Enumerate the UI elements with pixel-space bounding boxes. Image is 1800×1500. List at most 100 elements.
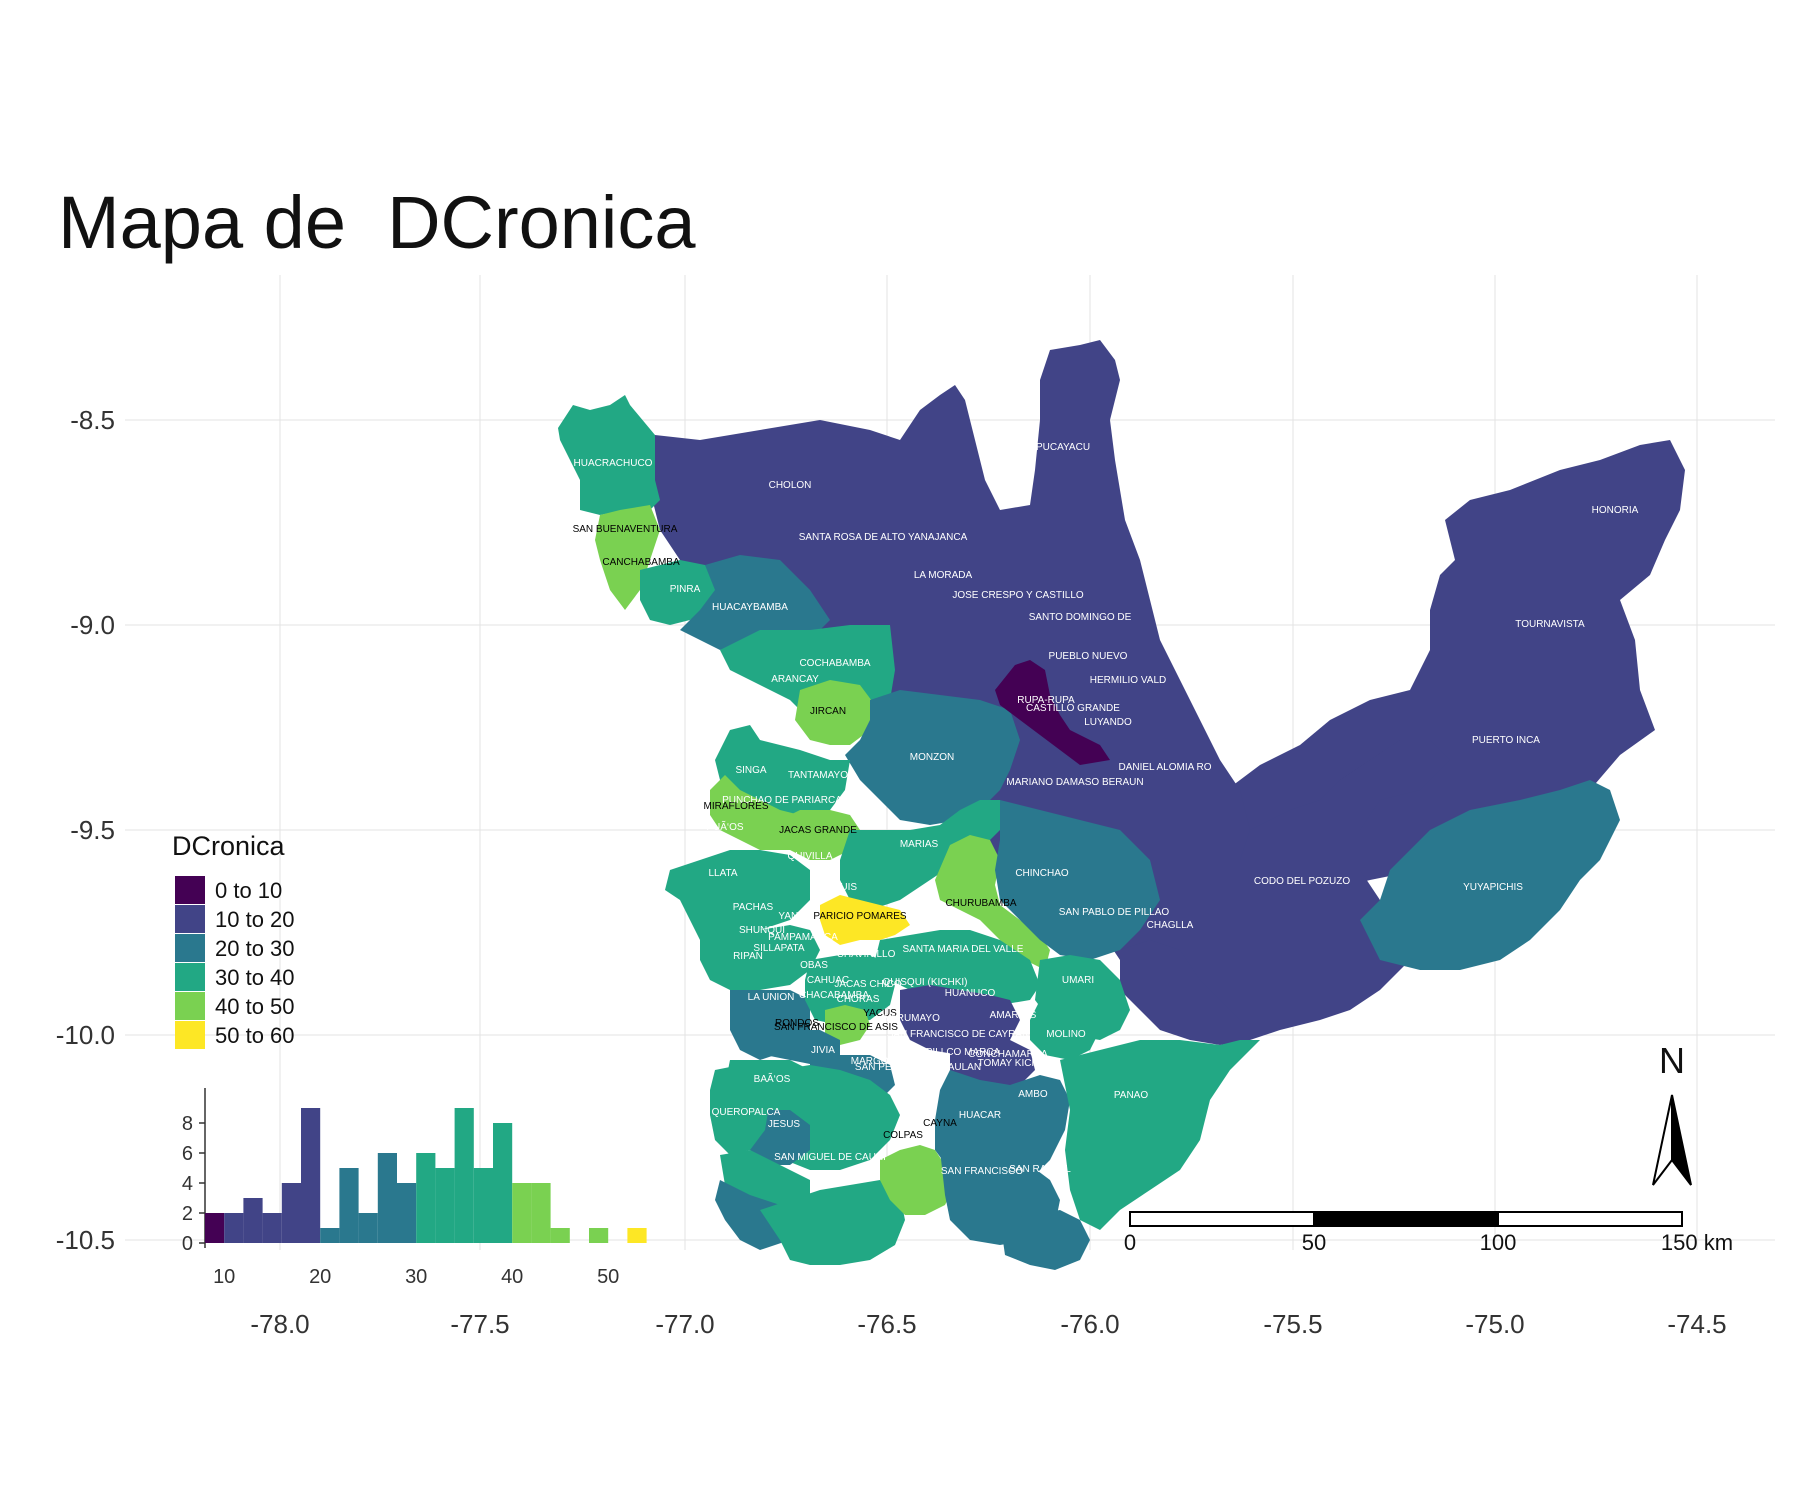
- district-marias: [840, 800, 1010, 910]
- district-llata: [665, 850, 810, 950]
- district-label: MARIANO DAMASO BERAUN: [1006, 777, 1143, 788]
- district-label: PUÃ‘OS: [706, 820, 744, 833]
- district-label: JOSE CRESPO Y CASTILLO: [952, 590, 1084, 601]
- district-label: HUACAYBAMBA: [712, 602, 788, 613]
- district-label: PINRA: [670, 584, 701, 595]
- district-label: PACHAS: [733, 902, 774, 913]
- histogram-bar: [589, 1228, 609, 1243]
- x-tick-label: -76.0: [1060, 1309, 1119, 1339]
- x-tick-label: -76.5: [857, 1309, 916, 1339]
- histogram-bar: [339, 1168, 359, 1243]
- histogram-bars: [205, 1108, 647, 1243]
- histogram-y-tick-label: 2: [182, 1203, 193, 1225]
- district-label: CHOLON: [769, 480, 812, 491]
- legend-label: 50 to 60: [215, 1023, 295, 1048]
- district-paricio-pomares: [820, 895, 910, 945]
- district-rondos: [760, 1030, 840, 1065]
- district-label: TOMAY KICHWA: [978, 1058, 1055, 1069]
- district-jircan: [795, 680, 875, 745]
- district-santa-maria-del-valle: [875, 930, 1040, 1005]
- histogram-bar: [550, 1228, 570, 1243]
- district-pillco-marca: [950, 1035, 1035, 1090]
- histogram-bar: [224, 1213, 244, 1243]
- north-arrow-left-icon: [1652, 1094, 1673, 1186]
- district-label: MOLINO: [1046, 1029, 1086, 1040]
- histogram-bar: [205, 1213, 225, 1243]
- legend-label: 30 to 40: [215, 965, 295, 990]
- scale-bar-seg-0: [1129, 1211, 1315, 1227]
- page-title: Mapa de DCronica: [58, 181, 696, 264]
- legend-swatch-4: [175, 992, 205, 1020]
- histogram-y-tick-label: 4: [182, 1173, 193, 1195]
- district-label: CHUQUIS: [811, 882, 857, 893]
- legend-swatch-1: [175, 905, 205, 933]
- district-san-miguel-de-cauri: [760, 1180, 905, 1265]
- district-label: BAÃ‘OS: [754, 1072, 791, 1085]
- district-yacus: [825, 1005, 870, 1045]
- district-label: HUACRACHUCO: [574, 458, 653, 469]
- district-yuyapichis: [1360, 780, 1620, 970]
- district-label: CHAVINILLO: [837, 949, 896, 960]
- district-label: PUEBLO NUEVO: [1049, 651, 1128, 662]
- district-label: CHAGLLA: [1147, 920, 1194, 931]
- district-label: PUNCHAO DE PARIARCA: [722, 795, 842, 806]
- district-label: AMARILIS: [990, 1010, 1037, 1021]
- district-molino: [1030, 1000, 1100, 1060]
- district-label: HUACAR: [959, 1110, 1001, 1121]
- district-label: MARGOS: [851, 1056, 896, 1067]
- x-tick-label: -77.0: [655, 1309, 714, 1339]
- district-label: TANTAMAYO: [788, 770, 848, 781]
- map-x-axis: -78.0 -77.5 -77.0 -76.5 -76.0 -75.5 -75.…: [250, 1309, 1726, 1339]
- histogram-y-tick-label: 0: [182, 1233, 193, 1255]
- district-label: RUPA-RUPA: [1017, 695, 1075, 706]
- district-label: PARICIO POMARES: [813, 911, 906, 922]
- district-label: CASTILLO GRANDE: [1026, 703, 1120, 714]
- district-label: JACAS CHICO: [834, 979, 901, 990]
- histogram-bar: [435, 1168, 455, 1243]
- histogram-bar: [262, 1213, 282, 1243]
- district-chaglla: [1120, 940, 1250, 1045]
- district-label: CANCHABAMBA: [602, 557, 680, 568]
- y-tick-label: -10.0: [56, 1020, 115, 1050]
- district-label: SAN PEDRO DE CHAULAN: [855, 1062, 981, 1073]
- histogram-bar: [493, 1123, 513, 1243]
- district-label: PILLCO MARCA: [926, 1047, 1001, 1058]
- histogram-x-tick-label: 30: [405, 1266, 427, 1288]
- district-label: SAN FRANCISCO DE CAYRAN: [887, 1029, 1030, 1040]
- histogram-inset: 0 2 4 6 8 10 20 30 40 50: [182, 1088, 647, 1288]
- district-label: PAMPAMARCA: [768, 932, 838, 943]
- district-label: QUIVILLA: [787, 851, 832, 862]
- legend-label: 40 to 50: [215, 994, 295, 1019]
- district-label: HERMILIO VALD: [1090, 675, 1167, 686]
- legend-swatch-5: [175, 1021, 205, 1049]
- district-chavinillo: [805, 955, 895, 1025]
- x-tick-label: -74.5: [1667, 1309, 1726, 1339]
- district-jacas-grande: [780, 810, 860, 860]
- district-label: SAN MIGUEL DE CAURI: [774, 1152, 886, 1163]
- district-huacaybamba: [680, 555, 830, 650]
- scale-bar: 0 50 100 150 km: [1124, 1211, 1733, 1255]
- district-label: CAHUAC: [807, 975, 849, 986]
- district-label: SAN BUENAVENTURA: [573, 524, 678, 535]
- histogram-x-ticks: 10 20 30 40 50: [213, 1266, 619, 1288]
- y-tick-label: -9.5: [70, 815, 115, 845]
- district-label: CHACABAMBA: [799, 990, 869, 1001]
- district-churubamba: [935, 835, 1050, 970]
- legend-swatch-3: [175, 963, 205, 991]
- y-tick-label: -9.0: [70, 610, 115, 640]
- histogram-x-tick-label: 10: [213, 1266, 235, 1288]
- district-label: SAN RAFAEL: [1009, 1164, 1071, 1175]
- legend-title: DCronica: [172, 831, 286, 861]
- histogram-y-ticks: 0 2 4 6 8: [182, 1113, 205, 1255]
- district-label: SINGA: [735, 765, 766, 776]
- district-label: CHURUBAMBA: [945, 898, 1016, 909]
- district-label: MONZON: [910, 752, 954, 763]
- district-label: COCHABAMBA: [799, 658, 870, 669]
- district-huacrachuco: [558, 395, 660, 515]
- district-label: LA UNION: [748, 992, 795, 1003]
- district-label: HUANUCO: [945, 988, 996, 999]
- x-tick-label: -75.0: [1465, 1309, 1524, 1339]
- district-label: LUYANDO: [1084, 717, 1132, 728]
